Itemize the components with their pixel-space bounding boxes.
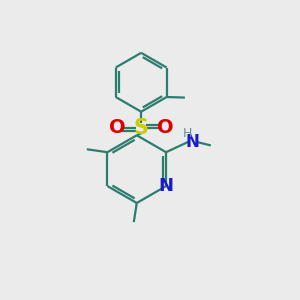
Text: O: O (157, 118, 174, 137)
Text: N: N (186, 133, 200, 151)
Text: N: N (159, 177, 174, 195)
Text: H: H (183, 127, 192, 140)
Text: S: S (134, 118, 149, 138)
Text: O: O (109, 118, 125, 137)
